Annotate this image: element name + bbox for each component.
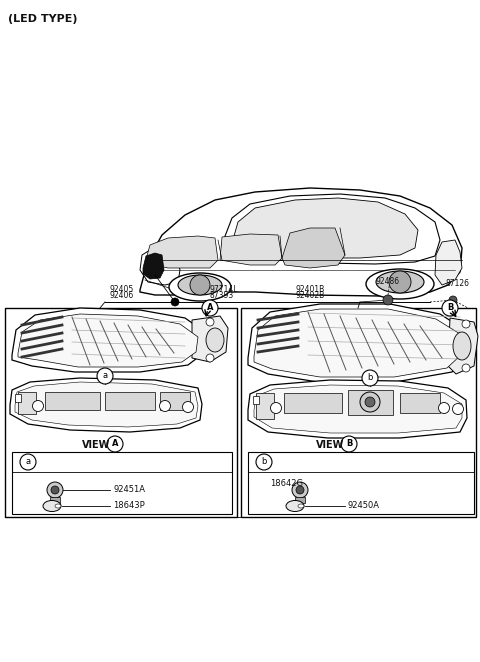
Circle shape xyxy=(190,275,210,295)
Text: b: b xyxy=(367,373,372,383)
Text: b: b xyxy=(261,457,267,467)
Bar xyxy=(348,390,393,415)
Bar xyxy=(50,497,60,503)
Ellipse shape xyxy=(286,500,304,512)
Text: a: a xyxy=(25,457,31,467)
Bar xyxy=(105,392,155,410)
Bar xyxy=(295,497,305,503)
Polygon shape xyxy=(222,194,440,264)
Circle shape xyxy=(271,402,281,414)
Polygon shape xyxy=(248,304,468,382)
Text: VIEW: VIEW xyxy=(82,440,110,450)
Text: 92401B: 92401B xyxy=(295,285,324,294)
Polygon shape xyxy=(12,308,205,372)
Ellipse shape xyxy=(178,275,222,295)
Polygon shape xyxy=(220,234,282,265)
Polygon shape xyxy=(145,236,218,268)
Circle shape xyxy=(206,318,214,326)
Text: 92450A: 92450A xyxy=(348,502,380,510)
Polygon shape xyxy=(18,314,198,367)
Polygon shape xyxy=(282,228,345,268)
Circle shape xyxy=(20,454,36,470)
Ellipse shape xyxy=(376,271,424,293)
Polygon shape xyxy=(192,316,228,362)
Text: 97714L: 97714L xyxy=(210,285,239,294)
Circle shape xyxy=(296,486,304,494)
Circle shape xyxy=(51,486,59,494)
Circle shape xyxy=(453,404,464,414)
Text: VIEW: VIEW xyxy=(316,440,344,450)
Text: B: B xyxy=(447,303,453,312)
Polygon shape xyxy=(435,240,462,285)
Text: (LED TYPE): (LED TYPE) xyxy=(8,14,77,24)
Circle shape xyxy=(439,402,449,414)
Circle shape xyxy=(341,436,357,452)
Polygon shape xyxy=(143,253,164,279)
Text: 92405: 92405 xyxy=(110,285,134,294)
Polygon shape xyxy=(254,309,462,377)
Bar xyxy=(5,308,237,517)
Circle shape xyxy=(389,271,411,293)
Text: 92406: 92406 xyxy=(110,291,134,300)
Circle shape xyxy=(47,482,63,498)
Text: 92451A: 92451A xyxy=(113,485,145,495)
Bar xyxy=(18,392,36,414)
Bar xyxy=(160,392,190,410)
Ellipse shape xyxy=(55,504,61,508)
Text: 18643P: 18643P xyxy=(113,502,145,510)
Circle shape xyxy=(462,320,470,328)
Text: 92402B: 92402B xyxy=(295,291,324,300)
Polygon shape xyxy=(140,188,462,296)
Ellipse shape xyxy=(366,269,434,299)
Polygon shape xyxy=(254,385,462,433)
Circle shape xyxy=(97,368,113,384)
Circle shape xyxy=(362,370,378,386)
Circle shape xyxy=(107,436,123,452)
Circle shape xyxy=(360,392,380,412)
Text: a: a xyxy=(102,371,108,381)
Circle shape xyxy=(33,401,44,412)
Ellipse shape xyxy=(43,500,61,512)
Bar xyxy=(241,308,476,517)
Circle shape xyxy=(365,397,375,407)
Circle shape xyxy=(292,482,308,498)
Bar xyxy=(45,392,100,410)
Circle shape xyxy=(449,296,457,304)
Polygon shape xyxy=(15,382,198,427)
Circle shape xyxy=(171,298,179,306)
Circle shape xyxy=(383,295,393,305)
Bar xyxy=(248,452,474,514)
Polygon shape xyxy=(230,198,418,258)
Circle shape xyxy=(202,300,218,316)
Ellipse shape xyxy=(298,504,304,508)
Circle shape xyxy=(462,364,470,372)
Ellipse shape xyxy=(169,273,231,301)
Circle shape xyxy=(159,401,170,412)
Bar xyxy=(12,452,232,514)
Text: A: A xyxy=(207,303,213,312)
Bar xyxy=(400,393,440,413)
Circle shape xyxy=(442,300,458,316)
Circle shape xyxy=(256,454,272,470)
Bar xyxy=(284,393,342,413)
Polygon shape xyxy=(140,248,180,285)
Text: 18642G: 18642G xyxy=(270,479,303,487)
Text: 87126: 87126 xyxy=(445,279,469,288)
Polygon shape xyxy=(248,380,467,438)
Text: 92486: 92486 xyxy=(376,277,400,286)
Polygon shape xyxy=(448,318,478,374)
Polygon shape xyxy=(10,378,202,432)
Ellipse shape xyxy=(453,332,471,360)
Text: B: B xyxy=(346,440,352,448)
Bar xyxy=(253,396,259,404)
Text: 87393: 87393 xyxy=(210,291,234,300)
Bar xyxy=(15,394,21,402)
Text: A: A xyxy=(112,440,118,448)
Bar xyxy=(256,393,274,419)
Circle shape xyxy=(182,401,193,412)
Circle shape xyxy=(206,354,214,362)
Ellipse shape xyxy=(206,328,224,352)
